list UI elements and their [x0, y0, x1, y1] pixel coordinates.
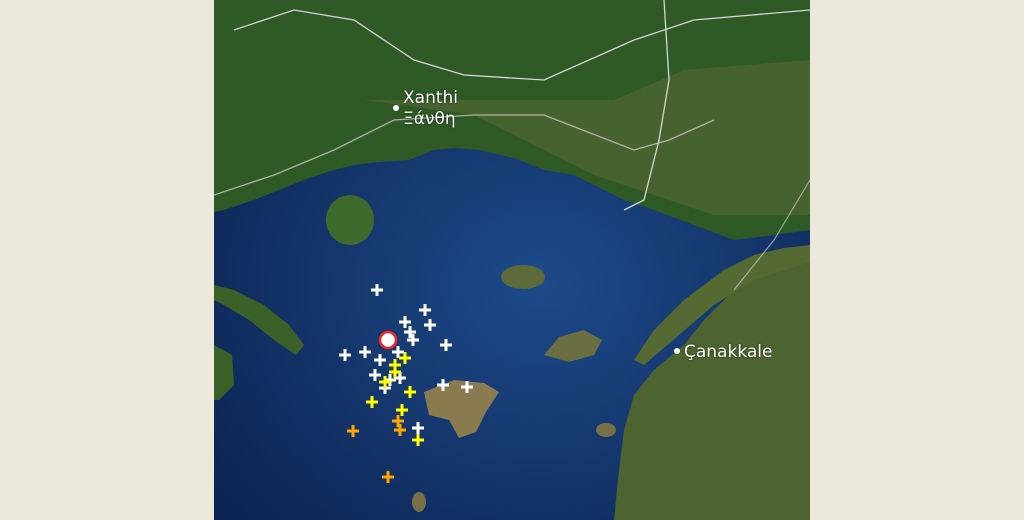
map-terrain	[214, 0, 810, 520]
earthquake-marker-recent[interactable]	[369, 369, 381, 381]
earthquake-marker-oldest[interactable]	[394, 424, 406, 436]
earthquake-marker-recent[interactable]	[407, 334, 419, 346]
athos-peninsula	[214, 285, 304, 355]
satellite-map[interactable]: Xanthi Ξάνθη Çanakkale	[214, 0, 810, 520]
earthquake-marker-recent[interactable]	[374, 354, 386, 366]
earthquake-marker-recent[interactable]	[419, 304, 431, 316]
island-lemnos	[424, 380, 499, 438]
earthquake-marker-recent[interactable]	[371, 284, 383, 296]
earthquake-marker-recent[interactable]	[424, 319, 436, 331]
earthquake-marker-recent[interactable]	[359, 346, 371, 358]
earthquake-marker-oldest[interactable]	[347, 425, 359, 437]
city-label-xanthi[interactable]: Xanthi Ξάνθη	[403, 88, 458, 130]
earthquake-marker-older[interactable]	[399, 352, 411, 364]
earthquake-marker-recent[interactable]	[461, 381, 473, 393]
earthquake-marker-older[interactable]	[412, 434, 424, 446]
earthquake-marker-recent[interactable]	[404, 326, 416, 338]
earthquake-marker-recent[interactable]	[392, 346, 404, 358]
city-name: Çanakkale	[684, 342, 773, 362]
earthquake-marker-recent[interactable]	[339, 349, 351, 361]
earthquake-marker-recent[interactable]	[399, 316, 411, 328]
island-samothrace	[501, 265, 545, 289]
main-shock-marker[interactable]	[378, 330, 398, 350]
earthquake-marker-older[interactable]	[389, 366, 401, 378]
earthquake-marker-older[interactable]	[379, 376, 391, 388]
island-thasos	[326, 195, 374, 245]
earthquake-marker-oldest[interactable]	[382, 471, 394, 483]
earthquake-marker-older[interactable]	[366, 396, 378, 408]
city-label-canakkale[interactable]: Çanakkale	[684, 342, 772, 363]
earthquake-markers	[339, 284, 473, 483]
earthquake-marker-recent[interactable]	[440, 339, 452, 351]
earthquake-marker-older[interactable]	[404, 386, 416, 398]
earthquake-marker-recent[interactable]	[437, 379, 449, 391]
earthquake-marker-oldest[interactable]	[392, 415, 404, 427]
earthquake-marker-recent[interactable]	[412, 422, 424, 434]
city-dot-canakkale	[674, 348, 680, 354]
city-name: Xanthi	[403, 88, 459, 108]
mainland-east	[614, 255, 810, 520]
island-imbros	[544, 330, 602, 362]
city-dot-xanthi	[393, 105, 399, 111]
earthquake-marker-older[interactable]	[396, 404, 408, 416]
city-name-local: Ξάνθη	[403, 109, 456, 129]
